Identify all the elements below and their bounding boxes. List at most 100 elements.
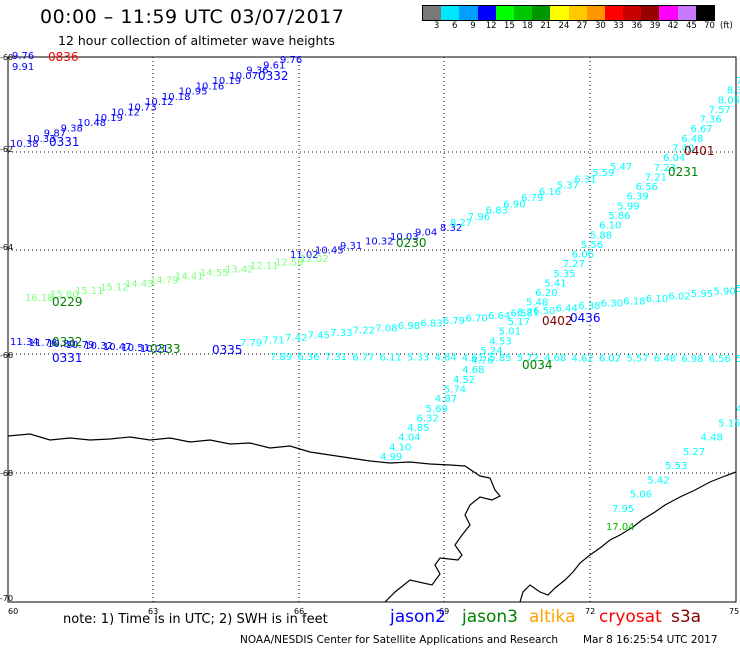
- pass-time-label: 0331: [49, 135, 80, 149]
- wave-height-label: 8.27: [450, 218, 472, 229]
- wave-height-label: 6.48: [681, 134, 703, 145]
- wave-height-label: 6.20: [535, 288, 557, 299]
- colorbar-label: 15: [503, 21, 515, 31]
- wave-height-label: 7.57: [709, 105, 731, 116]
- wave-height-label: 5.24: [480, 346, 502, 357]
- wave-height-label: 16.18: [25, 293, 54, 304]
- pass-time-label: 0331: [52, 351, 83, 365]
- wave-height-label: 6.48: [654, 354, 676, 365]
- wave-height-label: 11.76: [29, 338, 58, 349]
- wave-height-label: 10.03: [390, 232, 419, 243]
- wave-height-label: 5.05: [736, 354, 740, 365]
- pass-time-label: 0436: [570, 311, 601, 325]
- wave-height-label: 5.90: [714, 287, 736, 298]
- wave-height-label: 6.02: [668, 291, 690, 302]
- colorbar-swatch: [659, 6, 678, 20]
- colorbar-swatch: [586, 6, 605, 20]
- wave-height-label: 4.48: [701, 433, 723, 444]
- wave-height-label: 12.58: [275, 258, 304, 269]
- wave-height-label: 5.74: [444, 385, 466, 396]
- pass-time-label: 0034: [522, 358, 553, 372]
- wave-height-label: 6.56: [709, 354, 731, 365]
- wave-height-label: 4.62: [572, 353, 594, 364]
- wave-height-label: 5.41: [544, 279, 566, 290]
- legend-jason3: jason3: [462, 607, 518, 627]
- wave-height-label: 6.83: [486, 206, 508, 217]
- pass-time-label: 0402: [542, 314, 573, 328]
- wave-height-label: 9.87: [44, 129, 66, 140]
- wave-height-label: 10.47: [103, 342, 132, 353]
- wave-height-label: 5.01: [499, 327, 521, 338]
- page-subtitle: 12 hour collection of altimeter wave hei…: [58, 33, 335, 48]
- wave-height-label: 5.37: [557, 181, 579, 192]
- wave-height-label: 6.64: [488, 311, 510, 322]
- wave-height-label: 10.12: [111, 108, 140, 119]
- wave-height-label: 10.18: [162, 92, 191, 103]
- wave-height-colorbar: [422, 5, 715, 21]
- wave-height-label: 5.15: [718, 418, 740, 429]
- wave-height-label: 6.50: [533, 306, 555, 317]
- legend-jason2: jason2: [390, 607, 446, 627]
- map-gridlines: [8, 57, 736, 602]
- wave-height-label: 5.17: [508, 317, 530, 328]
- wave-height-label: 10.80: [47, 339, 76, 350]
- wave-height-label: 7.36: [700, 115, 722, 126]
- wave-height-label: 7.33: [330, 328, 352, 339]
- wave-height-label: 9.76: [12, 51, 34, 62]
- wave-height-label: 4.68: [544, 353, 566, 364]
- wave-height-label: 6.32: [417, 413, 439, 424]
- wave-height-label: 6.90: [503, 199, 525, 210]
- wave-height-label: 12.11: [250, 261, 279, 272]
- wave-height-label: 4.04: [398, 433, 420, 444]
- wave-height-label: 5.53: [665, 461, 687, 472]
- agency-credit: NOAA/NESDIS Center for Satellite Applica…: [240, 634, 558, 646]
- legend-s3a: s3a: [671, 607, 702, 627]
- wave-height-label: 9.61: [263, 60, 285, 71]
- wave-height-label: 6.16: [539, 187, 561, 198]
- wave-height-label: 12.02: [300, 254, 329, 265]
- wave-height-label: 6.98: [398, 321, 420, 332]
- wave-height-label: 6.18: [623, 296, 645, 307]
- wave-height-label: 5.72: [517, 353, 539, 364]
- wave-height-label: 5.80: [736, 284, 740, 295]
- wave-height-label: 15.80: [50, 290, 79, 301]
- wave-height-label: 7.08: [375, 323, 397, 334]
- colorbar-swatch: [550, 6, 569, 20]
- colorbar-swatch: [604, 6, 624, 20]
- wave-height-label: 5.57: [626, 354, 648, 365]
- colorbar-label: 30: [594, 21, 606, 31]
- colorbar-label: 12: [485, 21, 497, 31]
- colorbar-swatch: [641, 6, 660, 20]
- wave-height-label: 4.99: [380, 452, 402, 463]
- colorbar-swatch: [513, 6, 533, 20]
- wave-height-label: 10.33: [27, 134, 56, 145]
- wave-height-label: 6.79: [443, 316, 465, 327]
- wave-height-label: 10.19: [213, 76, 242, 87]
- wave-height-label: 5.95: [691, 289, 713, 300]
- wave-height-label: 6.30: [601, 299, 623, 310]
- colorbar-label: 27: [576, 21, 588, 31]
- wave-height-label: 5.48: [526, 298, 548, 309]
- colorbar-label: 21: [540, 21, 552, 31]
- wave-height-label: 6.58: [511, 309, 533, 320]
- legend-cryosat: cryosat: [599, 607, 662, 627]
- wave-height-label: 6.38: [578, 301, 600, 312]
- pass-time-label: 0230: [396, 236, 427, 250]
- wave-height-label: 6.39: [627, 192, 649, 203]
- wave-height-label: 7.96: [468, 212, 490, 223]
- wave-height-label: 10.48: [78, 118, 107, 129]
- wave-height-label: 10.32: [365, 237, 394, 248]
- y-tick-label: -60: [0, 53, 13, 62]
- wave-height-label: 17.04: [606, 522, 635, 533]
- pass-time-label: 0335: [212, 343, 243, 357]
- wave-height-label: 7.38: [736, 76, 740, 87]
- wave-height-label: 10.19: [94, 113, 123, 124]
- wave-height-label: 7.40: [672, 144, 694, 155]
- wave-height-label: 10.21: [140, 344, 169, 355]
- colorbar-label: 33: [613, 21, 624, 31]
- colorbar-swatch: [568, 6, 587, 20]
- wave-height-label: 9.91: [12, 62, 34, 73]
- x-tick-label: 69: [439, 607, 449, 616]
- footnote: note: 1) Time is in UTC; 2) SWH is in fe…: [63, 612, 328, 627]
- wave-height-label: 6.44: [556, 304, 578, 315]
